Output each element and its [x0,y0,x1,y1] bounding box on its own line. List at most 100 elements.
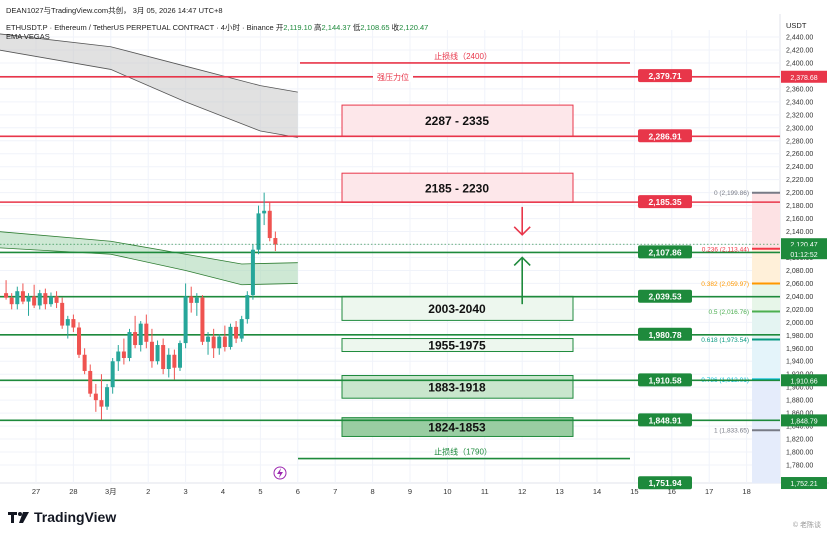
y-tick-label: 2,400.00 [786,60,813,67]
candle-body[interactable] [133,332,138,346]
candle-body[interactable] [54,296,59,303]
candle-body[interactable] [228,326,233,347]
candle-body[interactable] [149,341,154,362]
price-tag[interactable] [638,245,692,259]
candle-body[interactable] [88,370,93,394]
price-zone-label: 2185 - 2230 [425,181,489,195]
price-tag-label: 1,848.91 [648,415,681,425]
y-tick-label: 1,840.00 [786,424,813,431]
price-tag[interactable] [638,413,692,427]
close-label: 收 [391,23,400,32]
candle-body[interactable] [206,336,211,342]
price-zone[interactable] [341,172,574,203]
candle-body[interactable] [65,319,70,326]
price-tag[interactable] [638,69,692,83]
candle-body[interactable] [71,319,76,328]
candle-body[interactable] [82,354,87,371]
candle-body[interactable] [194,297,199,303]
ema-band-lower [0,231,298,285]
candle-body[interactable] [273,238,278,245]
candle-body[interactable] [105,387,110,407]
candle-body[interactable] [121,351,126,358]
y-tick-label: 2,160.00 [786,216,813,223]
candle-body[interactable] [211,336,216,349]
y-tick-label: 2,180.00 [786,203,813,210]
candle-body[interactable] [166,354,171,370]
x-tick-label: 4 [221,487,225,496]
candle-body[interactable] [161,345,166,370]
candle-body[interactable] [177,343,182,368]
price-tag[interactable] [638,289,692,303]
candle-body[interactable] [245,295,250,320]
x-tick-label: 11 [481,487,489,496]
fib-zone [752,430,780,484]
currency-label: USDT [786,21,807,30]
indicator-label[interactable]: EMA VEGAS [6,32,50,41]
candle-body[interactable] [43,293,48,305]
price-zone[interactable] [341,417,574,437]
candle-body[interactable] [144,323,149,342]
fib-zone [752,379,780,431]
candle-body[interactable] [267,210,272,239]
candle-body[interactable] [127,332,132,358]
candle-body[interactable] [110,361,115,388]
tradingview-logo-icon [8,512,29,523]
y-tick-label: 2,080.00 [786,268,813,275]
y-tick-label: 2,000.00 [786,320,813,327]
candle-body[interactable] [48,296,53,305]
price-tag[interactable] [638,476,692,490]
ema-line [0,49,298,138]
candle-body[interactable] [189,296,194,303]
candle-body[interactable] [256,213,261,250]
price-zone[interactable] [341,338,574,353]
candle-body[interactable] [15,291,20,305]
price-tag[interactable] [638,195,692,209]
candle-body[interactable] [138,323,143,346]
countdown-label: 01:12:52 [790,252,817,259]
candle-body[interactable] [172,354,177,368]
candle-body[interactable] [60,302,65,326]
y-tick-label: 1,940.00 [786,359,813,366]
candle-body[interactable] [20,291,25,302]
candle-body[interactable] [234,326,239,339]
price-tag[interactable] [638,373,692,387]
candle-body[interactable] [262,210,267,214]
candle-body[interactable] [93,393,98,401]
symbol-title: ETHUSDT.P · Ethereum / TetherUS PERPETUA… [6,23,274,32]
candle-body[interactable] [217,336,222,349]
x-tick-label: 16 [668,487,676,496]
x-tick-label: 18 [742,487,750,496]
candle-body[interactable] [116,351,121,362]
candle-body[interactable] [32,296,37,306]
candle-body[interactable] [37,293,42,306]
candle-body[interactable] [4,293,9,298]
axis-tag [781,477,827,490]
tradingview-logo: TradingView [8,509,116,525]
axis-tag [781,374,827,387]
high-value: 2,144.37 [321,23,351,32]
y-tick-label: 2,260.00 [786,151,813,158]
y-tick-label: 2,240.00 [786,164,813,171]
candle-body[interactable] [26,296,31,302]
candle-body[interactable] [77,327,82,355]
y-tick-label: 1,780.00 [786,463,813,470]
y-tick-label: 1,860.00 [786,411,813,418]
candle-body[interactable] [183,296,188,344]
candle-body[interactable] [155,345,160,362]
candle-body[interactable] [99,400,104,407]
y-tick-label: 2,140.00 [786,229,813,236]
candle-body[interactable] [200,297,205,342]
price-tag[interactable] [638,129,692,143]
price-tag[interactable] [638,327,692,341]
ema-line [0,231,298,265]
candle-body[interactable] [239,319,244,339]
candle-body[interactable] [9,297,14,305]
line-label-bg [373,71,413,82]
candle-body[interactable] [250,249,255,296]
price-tag-label: 1,910.58 [648,375,681,385]
price-zone[interactable] [341,104,574,137]
candle-body[interactable] [222,336,227,347]
price-zone[interactable] [341,375,574,399]
x-tick-label: 27 [32,487,40,496]
